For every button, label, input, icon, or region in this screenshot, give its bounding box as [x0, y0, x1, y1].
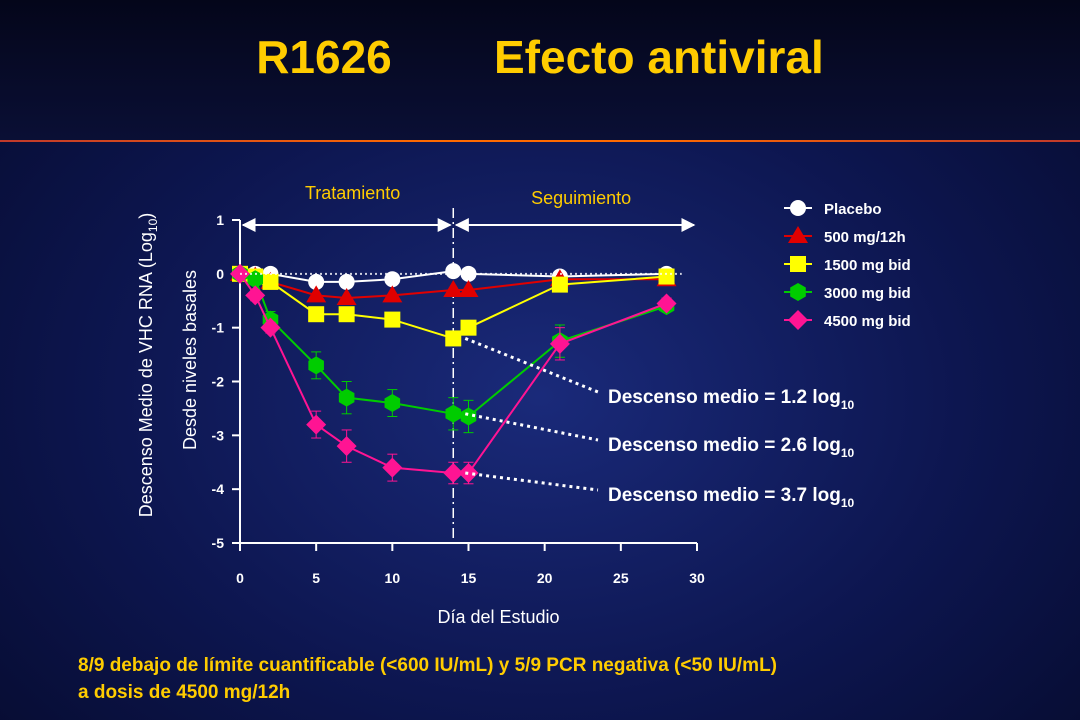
data-point [790, 256, 806, 272]
x-axis-label: Día del Estudio [437, 607, 559, 627]
data-point [551, 276, 568, 293]
data-point [306, 285, 327, 303]
legend-item: 3000 mg bid [784, 283, 911, 302]
phase-label: Tratamiento [305, 183, 400, 203]
legend-label: 500 mg/12h [824, 229, 906, 246]
x-tick-label: 15 [461, 570, 477, 586]
data-point [338, 306, 355, 323]
y-tick-label: -2 [212, 374, 225, 390]
data-point [549, 333, 570, 354]
y-tick-label: 1 [216, 212, 224, 228]
footnote: 8/9 debajo de límite cuantificable (<600… [78, 652, 1038, 706]
data-point [382, 285, 403, 303]
y-tick-label: 0 [216, 266, 224, 282]
legend-item: 1500 mg bid [784, 256, 911, 274]
y-tick-label: -5 [212, 535, 225, 551]
annotation-label: Descenso medio = 3.7 log10 [608, 485, 855, 510]
data-point [308, 273, 325, 290]
annotation-leader [464, 412, 599, 442]
legend-item: 4500 mg bid [784, 310, 911, 330]
series-line [239, 273, 667, 475]
x-tick-label: 20 [537, 570, 553, 586]
footnote-line-1: 8/9 debajo de límite cuantificable (<600… [78, 655, 778, 676]
annotation-leader [465, 471, 599, 492]
data-point [308, 306, 325, 323]
legend-label: 1500 mg bid [824, 257, 911, 274]
x-tick-label: 0 [236, 570, 244, 586]
data-point [384, 271, 401, 288]
data-point [458, 279, 479, 297]
y-axis-label-2: Desde niveles basales [180, 270, 200, 450]
legend-label: Placebo [824, 201, 882, 218]
data-point [460, 407, 477, 426]
page-title: R1626 Efecto antiviral [256, 31, 824, 83]
data-point [245, 285, 266, 306]
data-point [788, 226, 808, 243]
legend-item: Placebo [784, 200, 882, 218]
y-tick-label: -1 [212, 320, 225, 336]
data-point [458, 463, 479, 484]
data-point [788, 310, 808, 330]
data-point [445, 263, 462, 280]
data-point [306, 414, 327, 435]
y-tick-label: -3 [212, 427, 225, 443]
data-point [338, 273, 355, 290]
legend-label: 4500 mg bid [824, 313, 911, 330]
data-point [443, 463, 464, 484]
data-point [338, 388, 355, 407]
header-band [0, 0, 1080, 140]
data-point [308, 356, 324, 375]
annotation-label: Descenso medio = 1.2 log10 [608, 387, 855, 412]
x-tick-label: 5 [312, 570, 320, 586]
data-point [656, 293, 677, 314]
annotation-label: Descenso medio = 2.6 log10 [608, 435, 855, 460]
data-point [336, 288, 357, 306]
data-point [382, 457, 403, 478]
legend-label: 3000 mg bid [824, 285, 911, 302]
data-point [460, 319, 477, 336]
legend-item: 500 mg/12h [784, 226, 906, 246]
x-tick-label: 10 [385, 570, 401, 586]
data-point [384, 394, 401, 413]
series-4500-mg-bid [230, 263, 677, 485]
annotation-leader [464, 337, 599, 394]
data-point [260, 317, 281, 338]
data-point [658, 268, 675, 285]
data-point [262, 273, 279, 290]
data-point [460, 265, 477, 282]
series-line [239, 272, 667, 418]
data-point [790, 200, 806, 216]
data-point [336, 436, 357, 457]
data-point [790, 283, 806, 301]
y-tick-label: -4 [212, 481, 225, 497]
footnote-line-2: a dosis de 4500 mg/12h [78, 682, 291, 703]
phase-label: Seguimiento [531, 188, 631, 208]
x-tick-label: 25 [613, 570, 629, 586]
data-point [445, 404, 462, 423]
header-divider [0, 140, 1080, 142]
y-axis-label: Descenso Medio de VHC RNA (Log10) [136, 213, 160, 518]
data-point [384, 311, 401, 328]
data-point [445, 330, 462, 347]
data-point [443, 279, 464, 297]
x-tick-label: 30 [689, 570, 705, 586]
